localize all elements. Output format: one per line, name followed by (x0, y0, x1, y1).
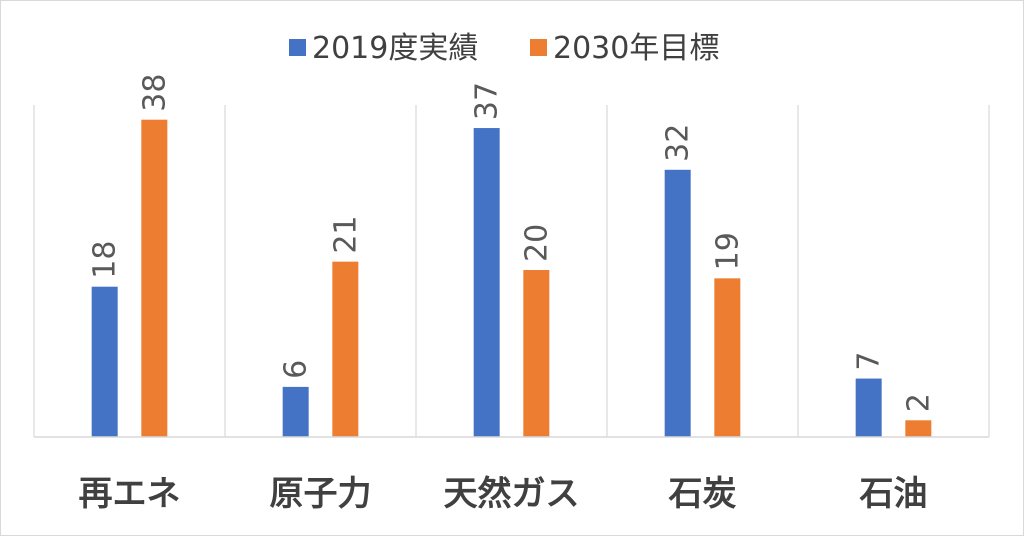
legend-label-0: 2019度実績 (312, 31, 478, 66)
category-gridlines (33, 105, 990, 437)
bars (91, 119, 932, 438)
bar-series2-0 (141, 119, 168, 437)
data-label: 32 (661, 124, 696, 162)
category-label-0: 再エネ (79, 474, 181, 514)
data-label: 18 (88, 241, 123, 279)
data-label: 7 (852, 351, 887, 370)
data-label: 6 (279, 360, 314, 379)
category-label-2: 天然ガス (444, 474, 580, 514)
data-labels: 18 38 6 21 37 20 32 19 7 2 (88, 74, 937, 413)
data-label: 19 (710, 232, 745, 270)
legend-swatch-1 (530, 39, 547, 56)
legend-label-1: 2030年目標 (553, 31, 719, 66)
bar-series1-1 (282, 386, 309, 437)
bar-series2-1 (332, 261, 359, 437)
bar-series1-2 (473, 128, 500, 438)
category-label-1: 原子力 (270, 474, 372, 514)
data-label: 21 (328, 215, 363, 253)
bar-series1-0 (91, 286, 118, 437)
bar-series2-4 (905, 420, 932, 437)
bar-series2-3 (714, 278, 741, 437)
data-label: 20 (519, 224, 554, 262)
data-label: 37 (470, 82, 505, 120)
category-label-3: 石炭 (668, 474, 737, 514)
legend-swatch-0 (289, 39, 306, 56)
bar-series1-3 (664, 169, 691, 438)
bar-series1-4 (855, 378, 882, 437)
legend: 2019度実績 2030年目標 (289, 31, 719, 66)
category-labels: 再エネ 原子力 天然ガス 石炭 石油 (79, 474, 928, 514)
bar-series2-2 (523, 270, 550, 437)
category-label-4: 石油 (859, 474, 928, 514)
data-label: 38 (137, 74, 172, 112)
data-label: 2 (901, 393, 936, 412)
